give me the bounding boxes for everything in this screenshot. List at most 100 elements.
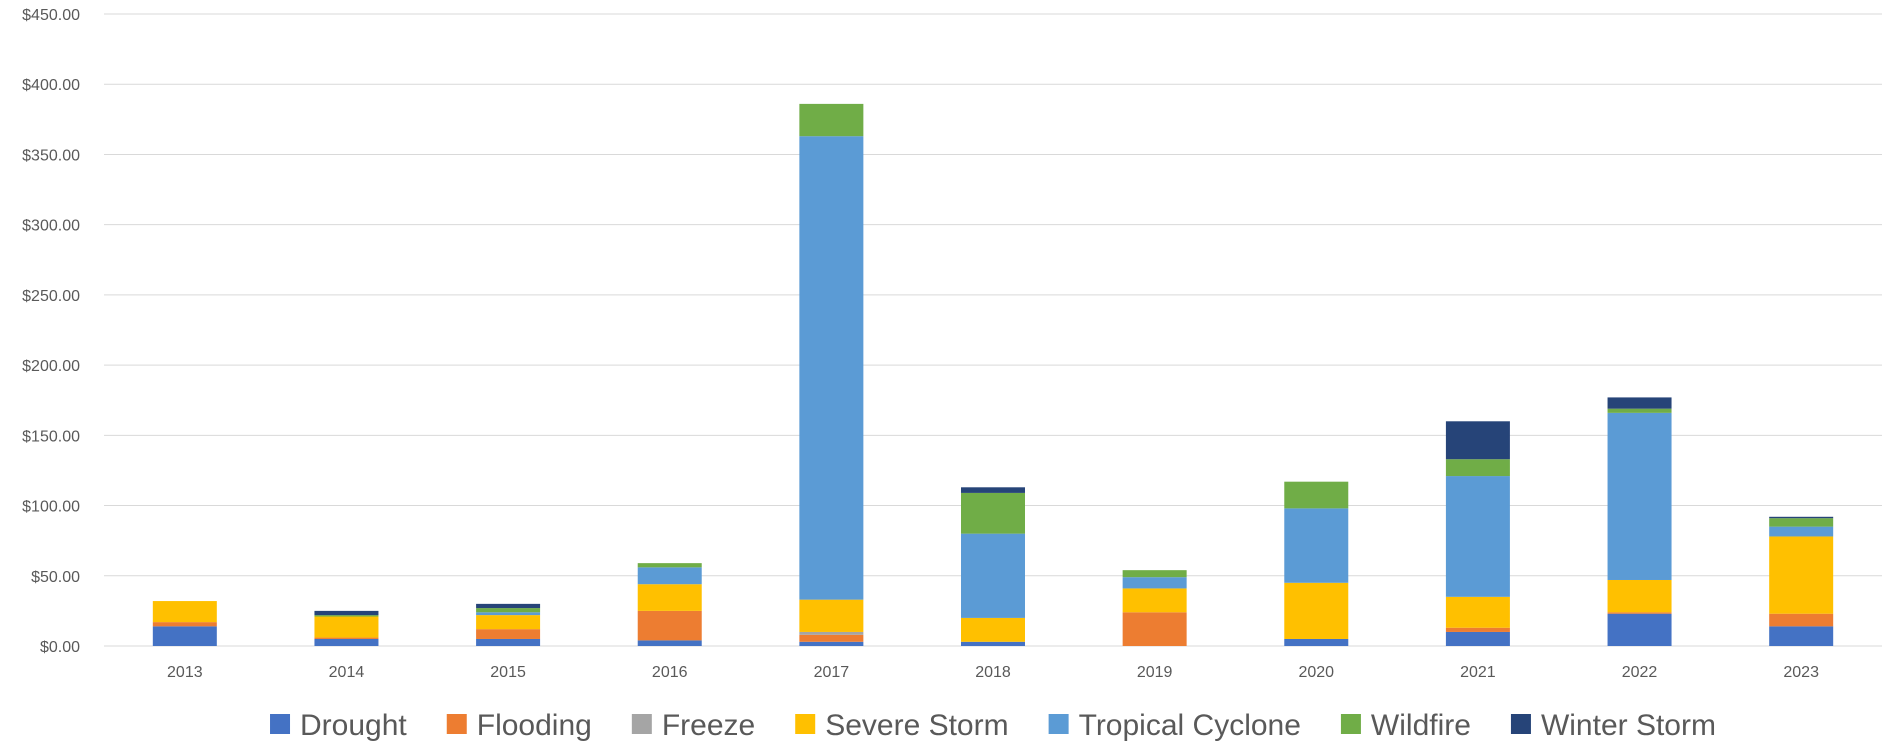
legend-item-flooding: Flooding [446, 709, 592, 742]
bar-segment-tropical-cyclone-2016 [637, 567, 702, 585]
bar-stack-2021 [1445, 421, 1510, 646]
bar-segment-severe-storm-2021 [1445, 596, 1510, 628]
y-tick-label: $350.00 [22, 147, 80, 164]
bar-stack-2022 [1607, 397, 1672, 646]
y-tick-label: $450.00 [22, 7, 80, 24]
bar-stack-2015 [476, 603, 541, 646]
bar-segment-tropical-cyclone-2023 [1769, 526, 1834, 537]
bar-segment-flooding-2015 [476, 629, 541, 639]
legend-label: Drought [300, 709, 407, 742]
y-tick-label: $150.00 [22, 428, 80, 445]
y-tick-label: $50.00 [31, 569, 80, 586]
bar-segment-drought-2018 [961, 641, 1025, 646]
bar-segment-wildfire-2015 [476, 608, 541, 613]
bar-segment-drought-2022 [1607, 613, 1672, 646]
bar-segment-severe-storm-2014 [314, 616, 379, 638]
bar-segment-wildfire-2022 [1607, 408, 1672, 413]
bar-segment-severe-storm-2017 [799, 599, 864, 632]
y-tick-label: $200.00 [22, 358, 80, 375]
bar-segment-tropical-cyclone-2018 [961, 533, 1025, 618]
legend-label: Tropical Cyclone [1079, 709, 1301, 742]
bar-stack-2013 [152, 601, 217, 646]
bar-segment-winter-storm-2018 [961, 487, 1025, 493]
bar-segment-wildfire-2016 [637, 563, 702, 568]
bar-stack-2016 [637, 563, 702, 646]
bar-segment-drought-2016 [637, 640, 702, 646]
legend-item-winter-storm: Winter Storm [1510, 709, 1716, 742]
legend-swatch [795, 714, 816, 734]
legend-label: Severe Storm [825, 709, 1008, 742]
x-tick-label: 2017 [814, 664, 850, 681]
bar-segment-severe-storm-2013 [152, 601, 217, 623]
bar-segment-drought-2017 [799, 641, 864, 646]
legend-label: Freeze [662, 709, 755, 742]
bar-segment-severe-storm-2018 [961, 617, 1025, 642]
bar-segment-tropical-cyclone-2020 [1284, 508, 1349, 583]
bar-segment-wildfire-2023 [1769, 518, 1834, 527]
x-tick-label: 2023 [1783, 664, 1819, 681]
bar-segment-flooding-2014 [314, 637, 379, 639]
legend-swatch [631, 714, 652, 734]
bar-segment-flooding-2016 [637, 610, 702, 641]
bar-segment-winter-storm-2022 [1607, 397, 1672, 409]
bar-segment-flooding-2017 [799, 634, 864, 642]
bar-segment-wildfire-2021 [1445, 459, 1510, 477]
bar-stack-2020 [1284, 481, 1349, 646]
bar-segment-wildfire-2019 [1122, 570, 1187, 578]
legend-item-wildfire: Wildfire [1340, 709, 1471, 742]
bar-stack-2019 [1122, 570, 1187, 646]
x-tick-label: 2020 [1298, 664, 1334, 681]
legend-item-severe-storm: Severe Storm [795, 709, 1009, 742]
bar-segment-wildfire-2018 [961, 492, 1025, 534]
bar-stack-2017 [799, 103, 864, 646]
y-tick-label: $0.00 [40, 639, 80, 656]
x-tick-label: 2013 [167, 664, 203, 681]
legend: Drought Flooding Freeze Severe Storm Tropica… [270, 709, 1716, 742]
legend-label: Winter Storm [1541, 709, 1716, 742]
legend-swatch [1510, 714, 1531, 734]
bar-segment-drought-2023 [1769, 626, 1834, 646]
x-tick-label: 2019 [1137, 664, 1173, 681]
bar-segment-drought-2014 [314, 638, 379, 646]
legend-item-drought: Drought [270, 709, 407, 742]
bar-segment-tropical-cyclone-2017 [799, 136, 864, 600]
bar-segment-wildfire-2014 [314, 615, 379, 617]
bar-segment-tropical-cyclone-2019 [1122, 577, 1187, 589]
x-tick-label: 2022 [1622, 664, 1658, 681]
legend-swatch [270, 714, 291, 734]
bar-segment-drought-2015 [476, 638, 541, 646]
bar-segment-drought-2021 [1445, 631, 1510, 646]
bar-segment-drought-2020 [1284, 638, 1349, 646]
y-tick-label: $100.00 [22, 499, 80, 516]
bar-segment-tropical-cyclone-2022 [1607, 412, 1672, 580]
bar-segment-flooding-2019 [1122, 612, 1187, 646]
bar-segment-severe-storm-2019 [1122, 588, 1187, 613]
bar-stack-2014 [314, 610, 379, 646]
x-axis-tick-labels: 2013 2014 2015 2016 2017 2018 2019 2020 2021 2022… [167, 664, 1819, 681]
legend-item-freeze: Freeze [631, 709, 755, 742]
x-tick-label: 2015 [490, 664, 526, 681]
y-tick-label: $300.00 [22, 218, 80, 235]
bar-stack-2023 [1769, 516, 1834, 646]
legend-swatch [1340, 714, 1361, 734]
bar-segment-severe-storm-2020 [1284, 582, 1349, 639]
bar-segment-flooding-2022 [1607, 612, 1672, 614]
bar-segment-severe-storm-2015 [476, 615, 541, 630]
bar-segment-flooding-2013 [152, 622, 217, 627]
bar-segment-wildfire-2020 [1284, 481, 1349, 509]
bars [152, 103, 1834, 646]
bar-segment-flooding-2023 [1769, 613, 1834, 627]
y-axis-tick-labels: $0.00 $50.00 $100.00 $150.00 $200.00 $250.00 $… [22, 7, 80, 656]
bar-segment-tropical-cyclone-2021 [1445, 476, 1510, 597]
x-tick-label: 2021 [1460, 664, 1496, 681]
x-tick-label: 2016 [652, 664, 688, 681]
bar-segment-severe-storm-2016 [637, 584, 702, 611]
bar-segment-winter-storm-2023 [1769, 516, 1834, 519]
bar-stack-2018 [961, 487, 1025, 646]
bar-segment-winter-storm-2014 [314, 610, 379, 616]
bar-segment-winter-storm-2021 [1445, 421, 1510, 460]
bar-segment-wildfire-2017 [799, 103, 864, 137]
legend-item-tropical-cyclone: Tropical Cyclone [1048, 709, 1301, 742]
